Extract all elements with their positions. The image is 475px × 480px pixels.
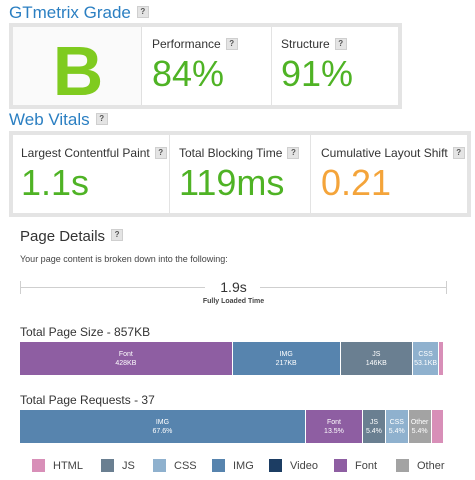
web-vitals-title-text: Web Vitals xyxy=(9,110,90,129)
page-size-bar: Font 428KB IMG 217KB JS 146KB CSS 53.1KB xyxy=(20,342,443,375)
legend-label: CSS xyxy=(174,459,197,472)
segment-value: 217KB xyxy=(275,359,297,367)
segment-value: 5.4% xyxy=(365,427,382,435)
page-details-title-text: Page Details xyxy=(20,228,106,245)
page-requests-bar: IMG 67.6% Font 13.5% JS 5.4% CSS 5.4% Other 5.4% xyxy=(20,410,443,443)
legend-label: Font xyxy=(355,459,378,472)
segment-name: CSS xyxy=(389,418,404,426)
bar-segment-font[interactable]: Font 428KB xyxy=(20,342,233,375)
legend-label: IMG xyxy=(233,459,254,472)
fully-loaded-time: 1.9s xyxy=(220,279,247,295)
legend-swatch xyxy=(101,459,114,472)
structure-metric: Structure? 91% xyxy=(281,37,353,95)
performance-metric: Performance? 84% xyxy=(152,37,238,95)
segment-value: 67.6% xyxy=(152,427,173,435)
legend-label: Other xyxy=(417,459,445,472)
legend-swatch xyxy=(269,459,282,472)
bar-segment-other[interactable]: Other 5.4% xyxy=(408,410,432,443)
page-details-title: Page Details? xyxy=(20,228,124,245)
legend-swatch xyxy=(153,459,166,472)
performance-value: 84% xyxy=(152,53,225,94)
bar-segment-html[interactable] xyxy=(431,410,443,443)
segment-value: 53.1KB xyxy=(414,359,438,367)
cls-metric: Cumulative Layout Shift? 0.21 xyxy=(321,146,465,204)
tbt-value: 119ms xyxy=(179,162,285,203)
timeline-line-right xyxy=(260,287,447,288)
legend-item-css: CSS xyxy=(153,459,197,472)
help-icon[interactable]: ? xyxy=(225,37,238,50)
legend-label: HTML xyxy=(53,459,83,472)
legend-item-font: Font xyxy=(334,459,377,472)
segment-name: JS xyxy=(369,418,379,426)
segment-value: 5.4% xyxy=(411,427,428,435)
web-vitals-card: Largest Contentful Paint? 1.1s Total Blo… xyxy=(9,131,471,217)
legend-label: JS xyxy=(122,459,135,472)
segment-name: Other xyxy=(410,418,429,426)
bar-segment-js[interactable]: JS 5.4% xyxy=(363,410,386,443)
legend-item-img: IMG xyxy=(212,459,254,472)
bar-segment-img[interactable]: IMG 217KB xyxy=(232,342,341,375)
legend-swatch xyxy=(32,459,45,472)
help-icon[interactable]: ? xyxy=(287,146,300,159)
metric-divider xyxy=(169,135,170,213)
legend-item-js: JS xyxy=(101,459,135,472)
web-vitals-title: Web Vitals? xyxy=(9,110,108,130)
help-icon[interactable]: ? xyxy=(111,229,124,242)
bar-segment-css[interactable]: CSS 53.1KB xyxy=(412,342,440,375)
legend-swatch xyxy=(334,459,347,472)
bar-segment-font[interactable]: Font 13.5% xyxy=(305,410,364,443)
content-type-legend: HTML JS CSS IMG Video Font Other xyxy=(32,459,452,475)
lcp-value: 1.1s xyxy=(21,162,90,203)
cls-label: Cumulative Layout Shift xyxy=(321,146,448,160)
fully-loaded-timeline: 1.9s Fully Loaded Time xyxy=(20,278,447,308)
lcp-label: Largest Contentful Paint xyxy=(21,146,150,160)
cls-value: 0.21 xyxy=(321,162,392,203)
segment-name: IMG xyxy=(155,418,170,426)
segment-name: Font xyxy=(326,418,341,426)
grade-box: B xyxy=(13,27,142,110)
grade-letter: B xyxy=(52,32,104,110)
lcp-metric: Largest Contentful Paint? 1.1s xyxy=(21,146,167,204)
bar-segment-html[interactable] xyxy=(439,342,443,375)
segment-name: CSS xyxy=(418,350,433,358)
metric-divider xyxy=(310,135,311,213)
metric-divider xyxy=(271,27,272,105)
help-icon[interactable]: ? xyxy=(334,37,347,50)
structure-label: Structure xyxy=(281,37,330,51)
structure-value: 91% xyxy=(281,53,354,94)
bar-segment-js[interactable]: JS 146KB xyxy=(340,342,413,375)
segment-name: Font xyxy=(118,350,133,358)
bar-segment-img[interactable]: IMG 67.6% xyxy=(20,410,306,443)
segment-name: JS xyxy=(372,350,381,358)
segment-name: IMG xyxy=(279,350,293,358)
tbt-metric: Total Blocking Time? 119ms xyxy=(179,146,300,204)
legend-swatch xyxy=(212,459,225,472)
help-icon[interactable]: ? xyxy=(136,5,149,18)
help-icon[interactable]: ? xyxy=(95,112,108,125)
legend-swatch xyxy=(396,459,409,472)
tbt-label: Total Blocking Time xyxy=(179,146,283,160)
bar-segment-css[interactable]: CSS 5.4% xyxy=(385,410,409,443)
segment-value: 146KB xyxy=(365,359,387,367)
timeline-line-left xyxy=(20,287,205,288)
legend-item-other: Other xyxy=(396,459,445,472)
legend-label: Video xyxy=(290,459,318,472)
segment-value: 13.5% xyxy=(324,427,344,435)
performance-label: Performance xyxy=(152,37,221,51)
segment-value: 428KB xyxy=(115,359,137,367)
help-icon[interactable]: ? xyxy=(154,146,167,159)
page-details-subtitle: Your page content is broken down into th… xyxy=(20,254,228,264)
help-icon[interactable]: ? xyxy=(452,146,465,159)
grade-card: B Performance? 84% Structure? 91% xyxy=(9,23,402,110)
gtmetrix-grade-title-text: GTmetrix Grade xyxy=(9,3,131,22)
legend-item-video: Video xyxy=(269,459,318,472)
page-size-title: Total Page Size - 857KB xyxy=(20,325,151,339)
segment-value: 5.4% xyxy=(388,427,405,435)
fully-loaded-label: Fully Loaded Time xyxy=(202,298,265,305)
timeline-end-cap xyxy=(446,281,447,294)
legend-item-html: HTML xyxy=(32,459,83,472)
gtmetrix-grade-title: GTmetrix Grade? xyxy=(9,3,149,23)
page-requests-title: Total Page Requests - 37 xyxy=(20,393,155,407)
